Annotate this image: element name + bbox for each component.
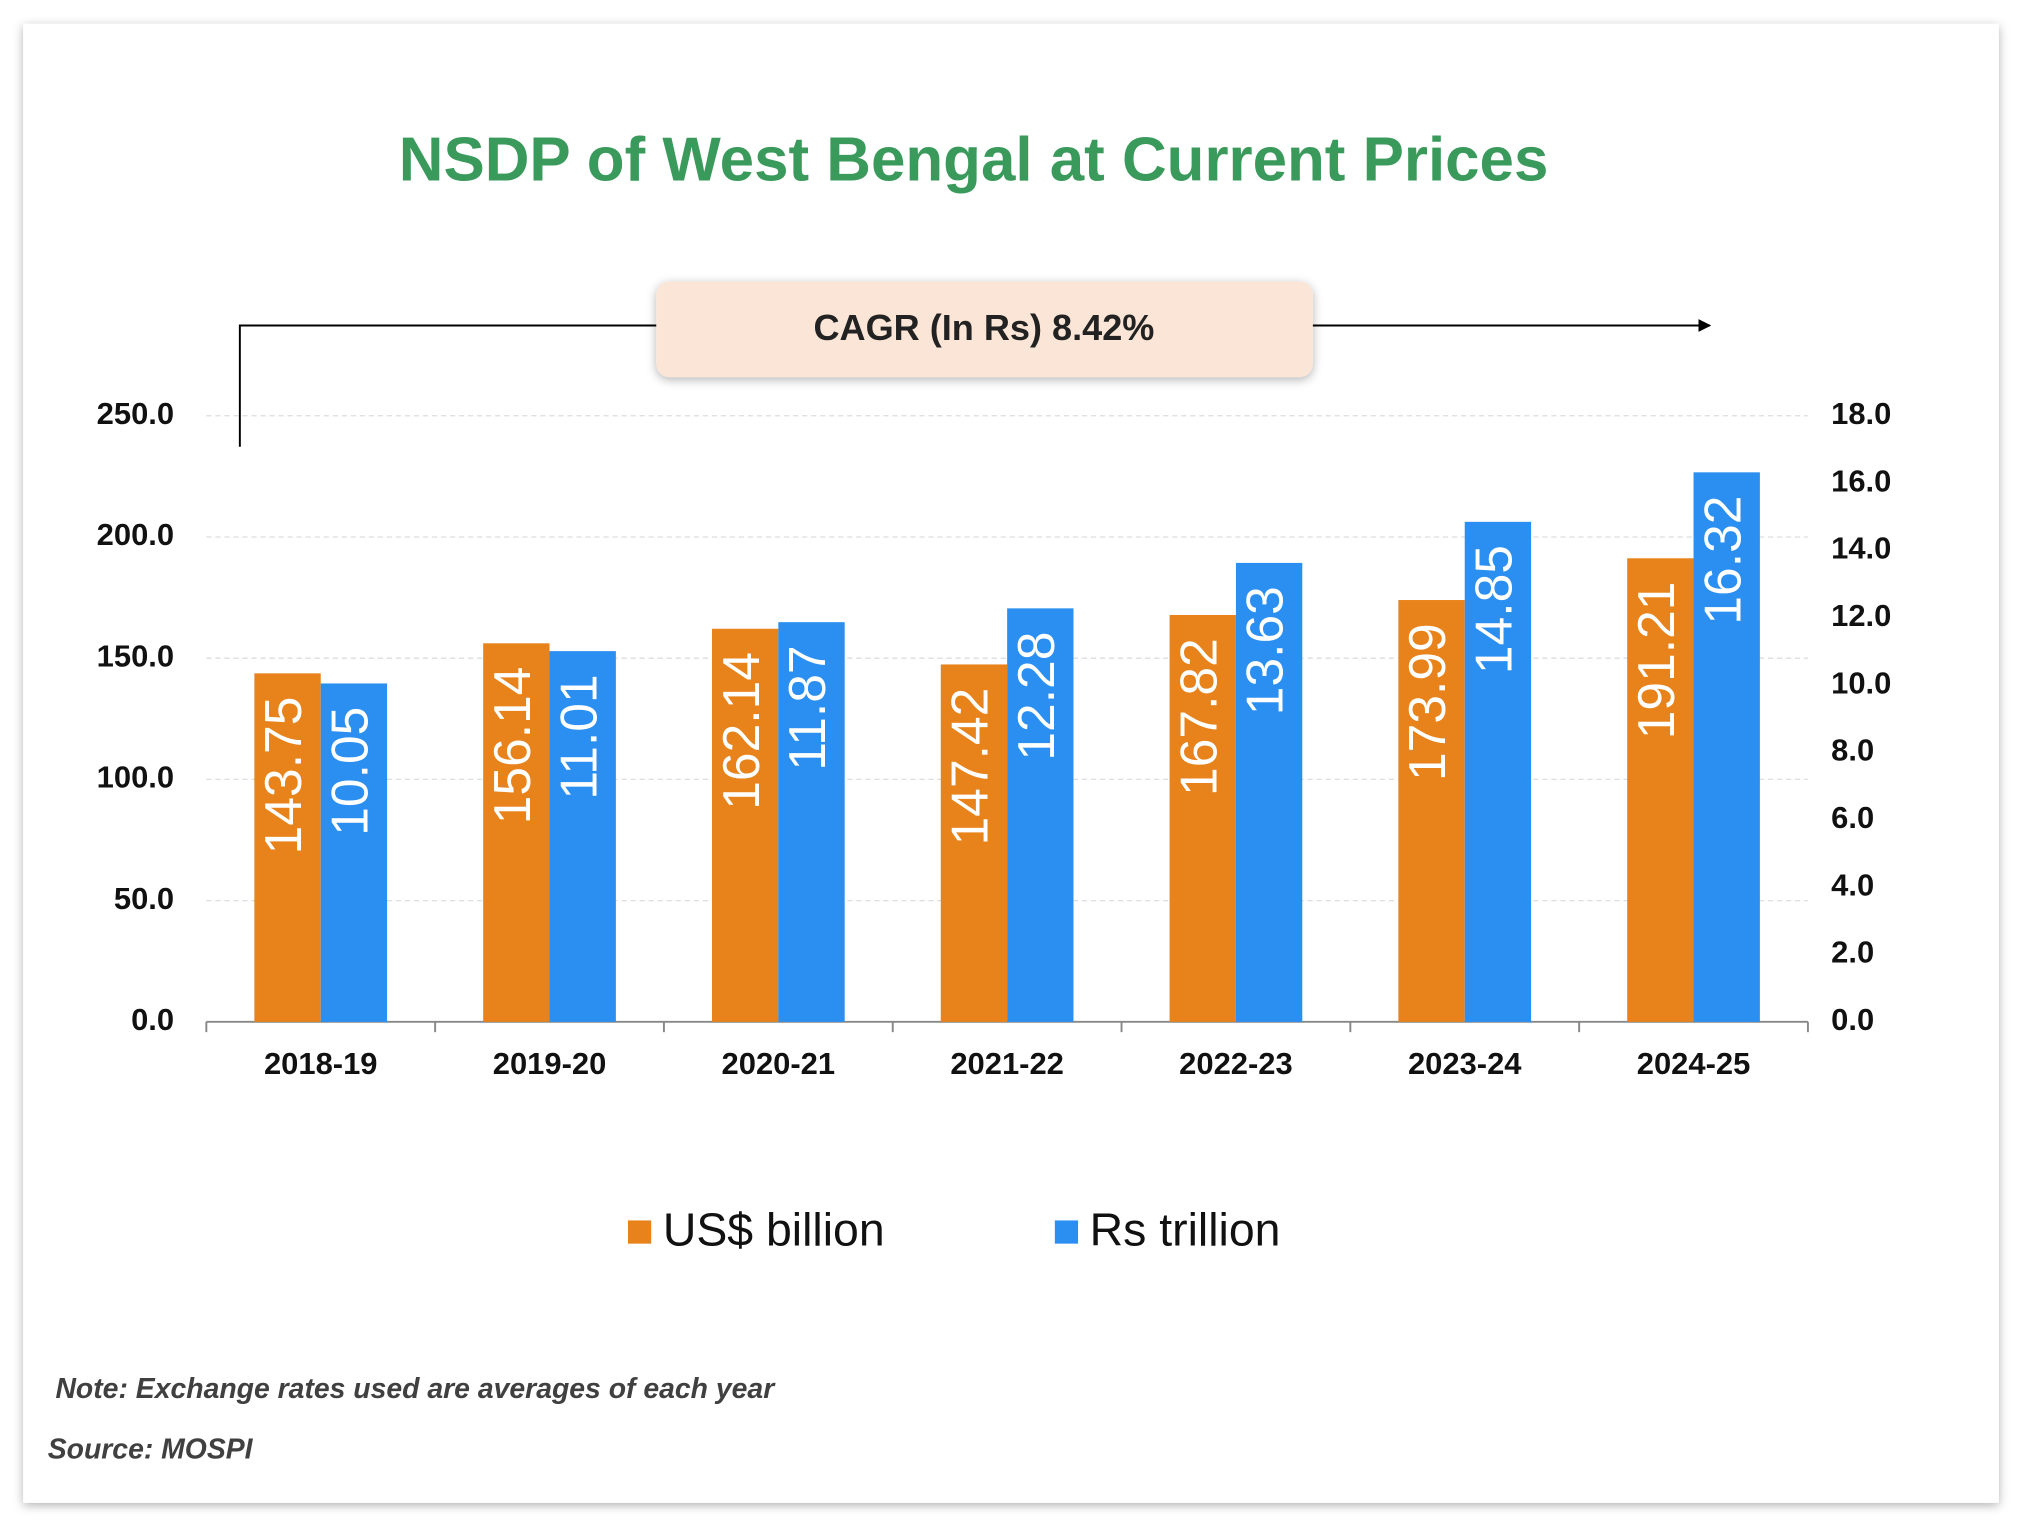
annotation-box [656, 281, 1313, 378]
cagr-arrow [238, 325, 1710, 447]
bar [1464, 521, 1532, 1022]
bar [1398, 600, 1465, 1022]
x-tick-label: 2018-19 [264, 1046, 378, 1081]
legend-swatch [628, 1220, 652, 1244]
y2-tick-label: 8.0 [1831, 733, 1874, 768]
note: Note: Exchange rates used are averages o… [55, 1373, 776, 1405]
bar [254, 673, 321, 1022]
data-label: 173.99 [1398, 623, 1456, 781]
annotation: CAGR (In Rs) 8.42% [813, 307, 1154, 348]
data-label: 11.01 [549, 674, 607, 799]
data-label: 16.32 [1693, 496, 1751, 625]
y-tick-label: 100.0 [97, 760, 174, 795]
y2-tick-label: 16.0 [1831, 463, 1891, 498]
y-tick-label: 150.0 [97, 638, 174, 673]
legend-label: Rs trillion [1090, 1204, 1281, 1256]
x-tick-label: 2019-20 [493, 1046, 607, 1081]
data-label: 13.63 [1236, 586, 1294, 715]
data-label: 12.28 [1007, 632, 1065, 761]
bar [711, 628, 779, 1022]
bar [1235, 562, 1303, 1022]
bar [483, 643, 550, 1022]
data-label: 191.21 [1627, 581, 1685, 739]
bar [1169, 614, 1236, 1022]
y-tick-label: 0.0 [131, 1002, 174, 1037]
x-tick-label: 2024-25 [1637, 1046, 1751, 1081]
y2-tick-label: 14.0 [1831, 531, 1891, 566]
data-label: 162.14 [712, 652, 770, 810]
y2-tick-label: 18.0 [1831, 396, 1891, 431]
y2-tick-label: 4.0 [1831, 867, 1874, 902]
legend-swatch [1054, 1220, 1079, 1244]
x-tick-label: 2021-22 [950, 1046, 1064, 1081]
source: Source: MOSPI [48, 1434, 254, 1466]
y2-tick-label: 12.0 [1831, 598, 1891, 633]
y-tick-label: 250.0 [97, 396, 174, 431]
data-label: 14.85 [1465, 545, 1523, 674]
y2-tick-label: 6.0 [1831, 800, 1874, 835]
bar [1007, 608, 1074, 1022]
bar [320, 683, 388, 1022]
bar [940, 664, 1008, 1022]
x-tick-label: 2022-23 [1179, 1046, 1293, 1081]
chart-title: NSDP of West Bengal at Current Prices [399, 126, 1549, 195]
x-tick-label: 2020-21 [722, 1046, 836, 1081]
data-label: 143.75 [254, 697, 312, 855]
data-label: 147.42 [941, 688, 999, 846]
y2-tick-label: 10.0 [1831, 665, 1891, 700]
bar [549, 651, 616, 1022]
y2-tick-label: 2.0 [1831, 935, 1874, 970]
bar [1627, 558, 1694, 1022]
bar [778, 622, 845, 1022]
legend-label: US$ billion [663, 1204, 885, 1256]
data-label: 156.14 [483, 667, 541, 825]
y-tick-label: 50.0 [114, 881, 174, 916]
data-label: 10.05 [321, 707, 379, 836]
x-tick-label: 2023-24 [1408, 1046, 1522, 1081]
y-tick-label: 200.0 [97, 517, 174, 552]
y2-tick-label: 0.0 [1831, 1002, 1874, 1037]
bar [1693, 472, 1760, 1022]
data-label: 167.82 [1169, 638, 1227, 796]
data-label: 11.87 [778, 645, 836, 770]
